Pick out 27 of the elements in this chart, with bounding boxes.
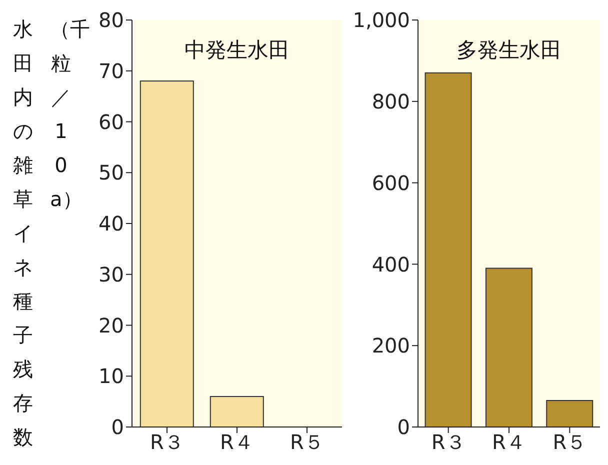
text: 中発生水田 [184,37,290,64]
y-tick-label: 0 [111,415,124,440]
x-tick-label: R３ [431,430,466,454]
y-tick-label: 40 [98,212,124,236]
y-tick-label: 50 [98,160,124,185]
x-tick-label: R５ [552,430,587,454]
x-tick-label: R４ [492,430,526,454]
y-tick-label: 600 [372,170,410,195]
y-tick-label: 70 [98,58,124,83]
y-tick-label: 60 [98,110,124,134]
y-tick-label: 800 [372,90,410,114]
y-tick-label: 10 [98,364,124,388]
y-tick-label: 200 [372,334,410,358]
y-tick-label: 0 [397,415,410,440]
y-tick-label: 30 [98,262,124,286]
text: 水田内の雑草イネ種子残存数（千粒／10a） [13,17,90,449]
y-tick-label: 80 [98,8,124,32]
bar [546,400,594,427]
y-tick-label: 1,000 [352,8,410,32]
bar [424,72,472,427]
bar [485,268,532,427]
y-tick-label: 20 [98,313,124,338]
x-tick-label: R５ [290,430,324,454]
x-tick-label: R３ [150,430,184,454]
y-tick-label: 400 [372,252,410,276]
x-tick-label: R４ [220,430,254,454]
text: 多発生水田 [456,37,562,64]
